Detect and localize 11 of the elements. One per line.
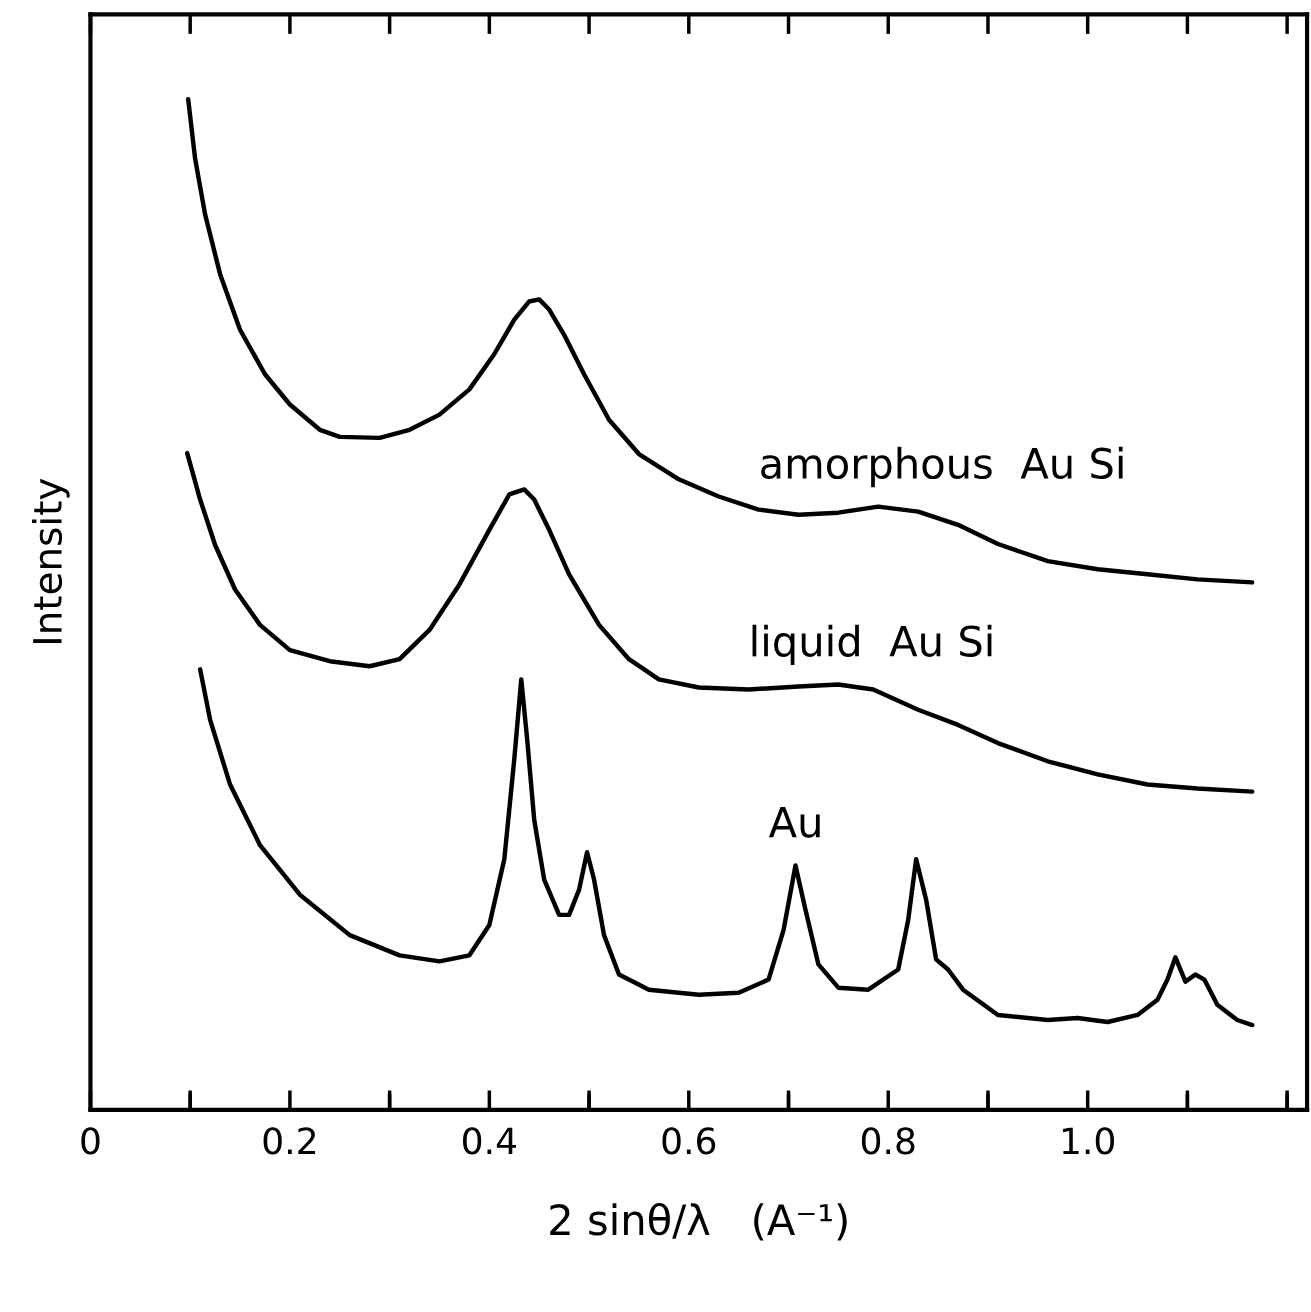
x-tick-label: 0.6 [662, 1127, 716, 1155]
x-tick-label: 0.2 [263, 1127, 315, 1155]
x-tick-label: 0.8 [861, 1127, 915, 1155]
series-label: Au [768, 806, 820, 838]
series-label: amorphous Au Si [761, 446, 1123, 488]
x-tick-label: 0 [81, 1127, 100, 1155]
x-tick-label: 0.4 [463, 1127, 517, 1155]
x-tick-label: 1.0 [1062, 1127, 1114, 1155]
x-axis-title: 2 sinθ/λ (A⁻¹) [550, 1202, 847, 1241]
y-axis-title: Intensity [31, 478, 70, 644]
series-label: liquid Au Si [752, 624, 992, 666]
